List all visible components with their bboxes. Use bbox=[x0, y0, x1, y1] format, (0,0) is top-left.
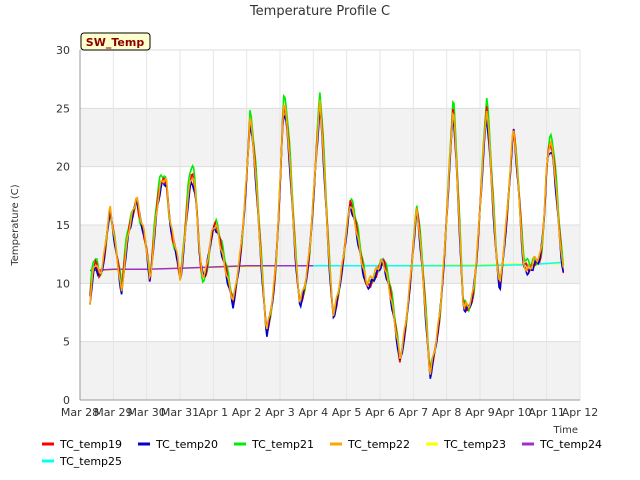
x-tick-label: Apr 7 bbox=[399, 406, 429, 419]
legend-label: TC_temp19 bbox=[59, 438, 122, 451]
badge-label: SW_Temp bbox=[86, 36, 145, 49]
series-line-tc-temp22 bbox=[89, 100, 565, 375]
y-tick-label: 0 bbox=[63, 394, 70, 407]
x-tick-label: Apr 5 bbox=[332, 406, 362, 419]
x-tick-label: Apr 11 bbox=[528, 406, 565, 419]
y-tick-label: 5 bbox=[63, 336, 70, 349]
y-axis-label: Temperature (C) bbox=[10, 184, 21, 266]
x-tick-label: Mar 30 bbox=[128, 406, 166, 419]
x-tick-label: Apr 3 bbox=[265, 406, 295, 419]
x-tick-label: Apr 4 bbox=[299, 406, 329, 419]
y-tick-label: 10 bbox=[56, 277, 70, 290]
x-tick-label: Apr 9 bbox=[465, 406, 495, 419]
x-tick-label: Apr 10 bbox=[495, 406, 532, 419]
y-tick-label: 20 bbox=[56, 161, 70, 174]
grid-band bbox=[80, 341, 580, 400]
x-tick-label: Apr 8 bbox=[432, 406, 462, 419]
legend-label: TC_temp23 bbox=[443, 438, 506, 451]
x-tick-label: Apr 6 bbox=[365, 406, 395, 419]
x-tick-label: Apr 1 bbox=[199, 406, 229, 419]
grid-band bbox=[80, 108, 580, 167]
x-axis-label: Time bbox=[553, 425, 578, 436]
legend-label: TC_temp25 bbox=[59, 455, 122, 468]
x-tick-label: Apr 2 bbox=[232, 406, 262, 419]
badge-box bbox=[80, 32, 151, 51]
y-tick-label: 30 bbox=[56, 44, 70, 57]
x-tick-label: Mar 29 bbox=[94, 406, 132, 419]
legend-label: TC_temp21 bbox=[251, 438, 314, 451]
legend-label: TC_temp20 bbox=[155, 438, 218, 451]
y-tick-label: 15 bbox=[56, 219, 70, 232]
x-tick-label: Mar 31 bbox=[161, 406, 199, 419]
x-tick-label: Mar 28 bbox=[61, 406, 99, 419]
x-tick-label: Apr 12 bbox=[562, 406, 599, 419]
legend-label: TC_temp24 bbox=[539, 438, 602, 451]
legend-label: TC_temp22 bbox=[347, 438, 410, 451]
chart-title: Temperature Profile C bbox=[249, 4, 390, 19]
y-tick-label: 25 bbox=[56, 102, 70, 115]
